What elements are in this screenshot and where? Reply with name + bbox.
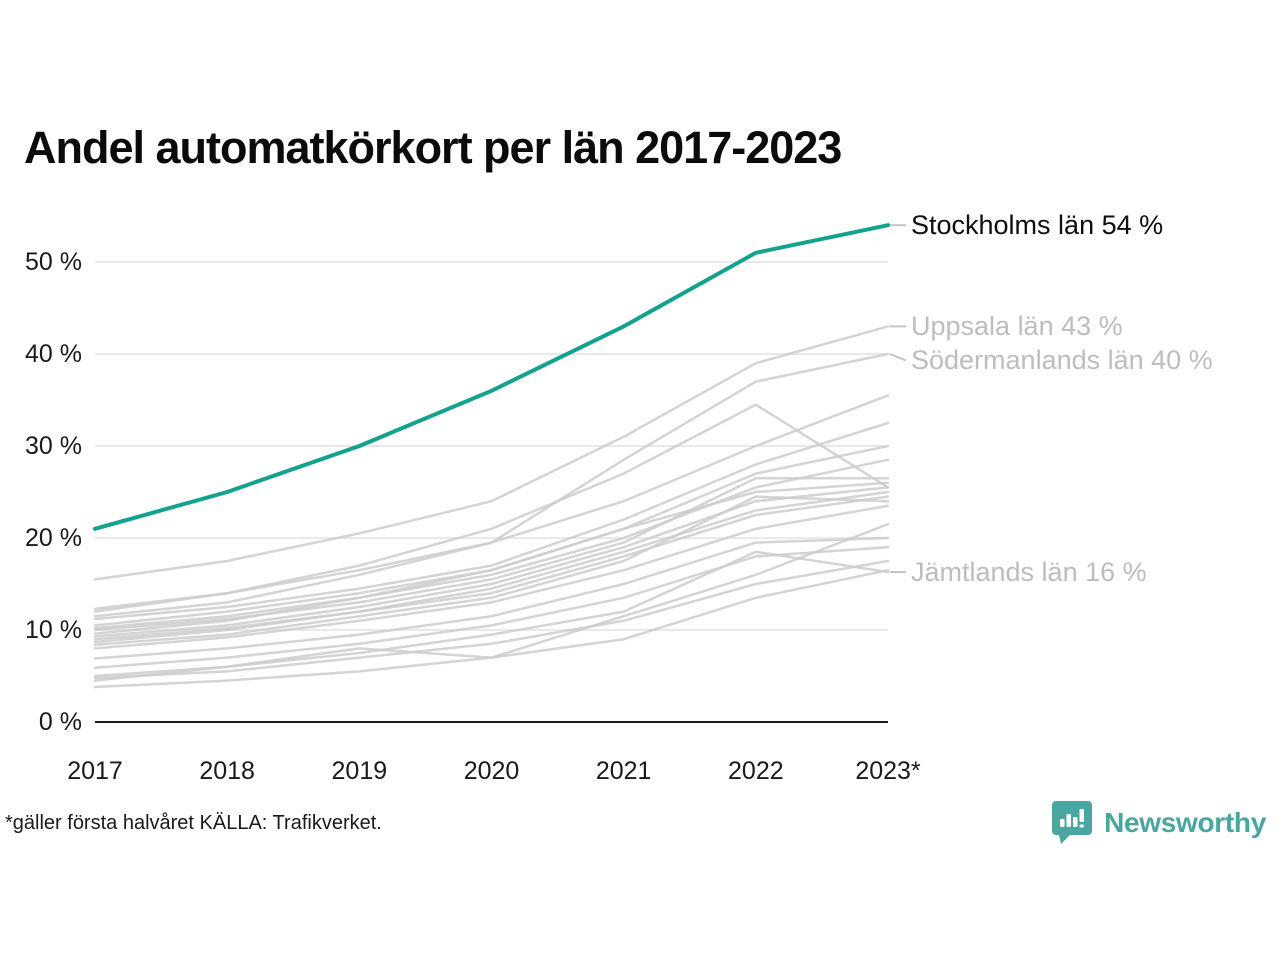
series-annotation: Södermanlands län 40 % (911, 345, 1213, 376)
series-line (93, 495, 890, 644)
x-tick-label: 2020 (463, 757, 520, 785)
y-tick-label: 10 % (25, 616, 82, 644)
x-tick-label: 2017 (67, 757, 123, 785)
x-tick-label: 2023* (855, 757, 921, 785)
series-line (93, 421, 890, 621)
series-line (93, 458, 890, 630)
series-line (93, 495, 890, 646)
y-tick-label: 40 % (25, 340, 82, 368)
series-annotation: Uppsala län 43 % (911, 311, 1123, 342)
series-line (93, 536, 890, 660)
series-annotation: Stockholms län 54 % (911, 210, 1164, 241)
series-line-highlighted (93, 223, 890, 531)
annotation-leader-tick (889, 353, 907, 362)
series-line (93, 481, 890, 635)
series-line (93, 568, 890, 689)
newsworthy-logo: Newsworthy (1050, 799, 1266, 847)
x-tick-label: 2022 (728, 757, 784, 785)
series-line (93, 545, 890, 669)
y-tick-label: 0 % (38, 708, 82, 736)
newsworthy-logo-text: Newsworthy (1104, 807, 1266, 838)
series-line (93, 403, 890, 613)
y-tick-label: 50 % (25, 248, 82, 276)
series-line (93, 476, 890, 632)
series-line (93, 325, 890, 581)
page-title: Andel automatkörkort per län 2017-2023 (24, 122, 842, 173)
y-tick-label: 20 % (25, 524, 82, 552)
series-line (93, 490, 890, 641)
series-annotation: Jämtlands län 16 % (911, 557, 1147, 588)
x-tick-label: 2018 (199, 757, 255, 785)
series-line (93, 559, 890, 680)
series-line (93, 504, 890, 650)
y-tick-label: 30 % (25, 432, 82, 460)
x-tick-label: 2019 (331, 757, 388, 785)
bar-chart-speech-bubble-icon (1052, 801, 1093, 844)
series-line (93, 486, 890, 638)
x-tick-label: 2021 (595, 757, 652, 785)
source-footnote: *gäller första halvåret KÄLLA: Trafikver… (5, 812, 382, 834)
series-line (93, 394, 890, 618)
